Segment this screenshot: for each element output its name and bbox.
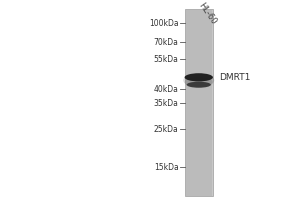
Bar <box>184 9 213 196</box>
Text: 100kDa: 100kDa <box>149 19 178 28</box>
Text: 70kDa: 70kDa <box>154 38 178 47</box>
Text: 25kDa: 25kDa <box>154 125 178 134</box>
Bar <box>186 9 212 196</box>
Ellipse shape <box>183 74 214 87</box>
Text: 35kDa: 35kDa <box>154 99 178 108</box>
Ellipse shape <box>187 82 211 88</box>
Text: DMRT1: DMRT1 <box>219 73 250 82</box>
Text: HL-60: HL-60 <box>196 1 218 27</box>
Ellipse shape <box>184 73 213 81</box>
Text: 55kDa: 55kDa <box>154 55 178 64</box>
Text: 40kDa: 40kDa <box>154 85 178 94</box>
Ellipse shape <box>184 77 213 88</box>
Text: 15kDa: 15kDa <box>154 163 178 172</box>
